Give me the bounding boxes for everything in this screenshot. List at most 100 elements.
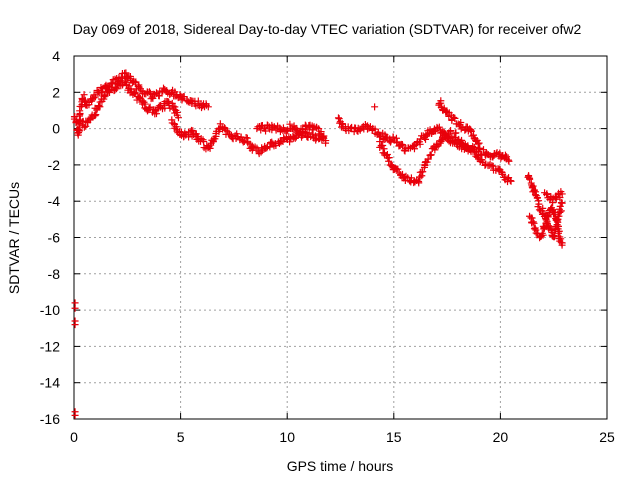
data-point <box>101 92 109 100</box>
data-point <box>111 84 119 92</box>
y-tick-label: -12 <box>40 338 60 354</box>
data-point <box>489 162 497 170</box>
data-point <box>507 177 515 185</box>
data-point <box>506 177 514 185</box>
y-tick-label: -14 <box>40 375 60 391</box>
y-tick-label: -2 <box>48 157 61 173</box>
data-point <box>544 213 552 221</box>
y-axis-label: SDTVAR / TECUs <box>6 182 22 294</box>
data-point <box>75 126 83 134</box>
data-point <box>171 103 179 111</box>
data-point <box>387 137 395 145</box>
data-point <box>319 133 327 141</box>
data-point <box>436 139 444 147</box>
data-point <box>471 148 479 156</box>
x-tick-label: 5 <box>177 429 185 445</box>
data-point <box>551 208 559 216</box>
data-point <box>200 138 208 146</box>
data-point <box>400 173 408 181</box>
data-point <box>262 127 270 135</box>
data-point <box>558 239 566 247</box>
data-point <box>174 114 182 122</box>
data-point <box>530 225 538 233</box>
data-point <box>433 140 441 148</box>
data-point <box>474 153 482 161</box>
data-point <box>242 134 250 142</box>
x-tick-label: 10 <box>279 429 295 445</box>
data-point <box>334 114 342 122</box>
data-point <box>80 123 88 131</box>
data-point <box>272 141 280 149</box>
data-point <box>529 218 537 226</box>
data-point <box>385 157 393 165</box>
data-point <box>91 112 99 120</box>
data-point <box>489 153 497 161</box>
data-point <box>166 90 174 98</box>
y-tick-label: -8 <box>48 266 61 282</box>
data-point <box>476 145 484 153</box>
data-point <box>180 93 188 101</box>
data-point <box>371 125 379 133</box>
data-point <box>557 235 565 243</box>
data-point <box>539 231 547 239</box>
data-point <box>467 127 475 135</box>
data-point <box>530 187 538 195</box>
data-point <box>95 102 103 110</box>
y-tick-label: -6 <box>48 230 61 246</box>
data-point <box>268 138 276 146</box>
data-point <box>558 190 566 198</box>
data-point <box>385 154 393 162</box>
data-point <box>131 89 139 97</box>
data-point <box>431 146 439 154</box>
data-point <box>556 193 564 201</box>
data-point <box>127 85 135 93</box>
data-point <box>71 321 79 329</box>
data-point <box>470 131 478 139</box>
data-point <box>539 204 547 212</box>
data-point <box>135 93 143 101</box>
data-point <box>427 151 435 159</box>
y-tick-label: -10 <box>40 302 60 318</box>
data-point <box>415 178 423 186</box>
data-points <box>70 69 566 419</box>
data-point <box>437 99 445 107</box>
x-tick-label: 0 <box>70 429 78 445</box>
data-point <box>91 93 99 101</box>
data-point <box>474 140 482 148</box>
data-point <box>447 127 455 135</box>
data-point <box>135 83 143 91</box>
data-point <box>557 207 565 215</box>
data-point <box>263 144 271 152</box>
data-point <box>90 94 98 102</box>
data-point <box>93 106 101 114</box>
y-tick-label: -4 <box>48 193 61 209</box>
data-point <box>475 139 483 147</box>
data-point <box>376 138 384 146</box>
data-point <box>141 100 149 108</box>
data-point <box>194 101 202 109</box>
data-point <box>394 165 402 173</box>
data-point <box>457 118 465 126</box>
grid-lines <box>74 56 607 419</box>
x-axis-ticks: 0 5 10 15 20 25 <box>70 56 615 445</box>
data-point <box>451 114 459 122</box>
data-point <box>266 143 274 151</box>
data-point <box>204 103 212 111</box>
data-point <box>297 131 305 139</box>
y-tick-label: 0 <box>52 121 60 137</box>
data-point <box>122 69 130 77</box>
x-tick-label: 15 <box>386 429 402 445</box>
data-point <box>505 157 513 165</box>
data-point <box>532 229 540 237</box>
data-point <box>543 191 551 199</box>
data-point <box>419 168 427 176</box>
data-point <box>71 411 79 419</box>
data-point <box>145 104 153 112</box>
y-tick-label: 2 <box>52 84 60 100</box>
data-point <box>76 110 84 118</box>
x-tick-label: 20 <box>493 429 509 445</box>
data-point <box>424 155 432 163</box>
y-tick-label: 4 <box>52 48 60 64</box>
data-point <box>164 97 172 105</box>
